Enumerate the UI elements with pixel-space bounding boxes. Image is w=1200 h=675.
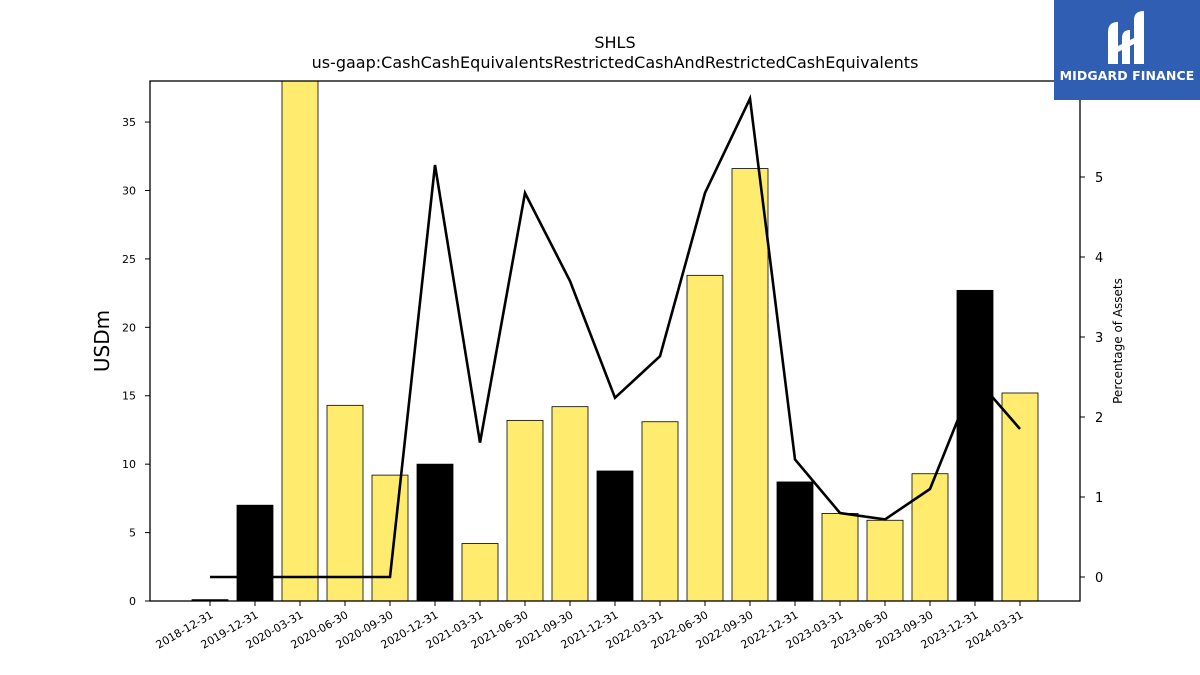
y-tick-label: 30	[122, 184, 136, 197]
bar-2024-03-31	[1001, 392, 1039, 602]
y-axis-label: USDm	[90, 310, 114, 372]
chart-title: SHLS	[594, 33, 635, 52]
y2-tick-label: 2	[1095, 411, 1103, 426]
chart-subtitle: us-gaap:CashCashEquivalentsRestrictedCas…	[312, 53, 919, 72]
bar-2020-12-31	[416, 463, 454, 602]
y-tick-label: 5	[129, 527, 136, 540]
y-tick-label: 0	[129, 595, 136, 608]
bar-2020-06-30	[326, 404, 364, 602]
bar-2019-12-31	[236, 504, 274, 602]
bar-2021-03-31	[461, 543, 499, 602]
line-group	[210, 94, 1021, 579]
y2-tick-label: 1	[1095, 491, 1103, 506]
y2-tick-label: 5	[1095, 171, 1103, 186]
brand-logo: MIDGARD FINANCE	[1054, 0, 1200, 100]
y2-axis-label: Percentage of Assets	[1111, 278, 1125, 404]
y2-tick-label: 3	[1095, 331, 1103, 346]
bar-2021-09-30	[551, 406, 589, 602]
bar-2023-06-30	[866, 519, 904, 602]
bar-2022-06-30	[686, 274, 724, 602]
bar-2023-03-31	[821, 513, 859, 602]
logo-mark-icon	[1108, 11, 1144, 64]
bar-2021-06-30	[506, 419, 544, 602]
bar-2020-09-30	[371, 474, 409, 602]
bar-2022-03-31	[641, 421, 679, 602]
bar-2023-12-31	[956, 289, 994, 602]
bar-2022-12-31	[776, 481, 814, 602]
bar-2023-09-30	[911, 473, 949, 602]
y-tick-label: 10	[122, 458, 136, 471]
y2-tick-label: 0	[1095, 571, 1103, 586]
y-tick-label: 15	[122, 390, 136, 403]
brand-name: MIDGARD FINANCE	[1059, 68, 1195, 83]
bar-2021-12-31	[596, 470, 634, 602]
bar-2020-03-31	[281, 80, 319, 602]
bar-2022-09-30	[731, 168, 769, 602]
y2-tick-label: 4	[1095, 251, 1103, 266]
y-tick-label: 20	[122, 321, 136, 334]
y-tick-label: 35	[122, 116, 136, 129]
bars-group	[191, 80, 1039, 602]
percentage-line	[210, 94, 1021, 579]
y-tick-label: 25	[122, 253, 136, 266]
